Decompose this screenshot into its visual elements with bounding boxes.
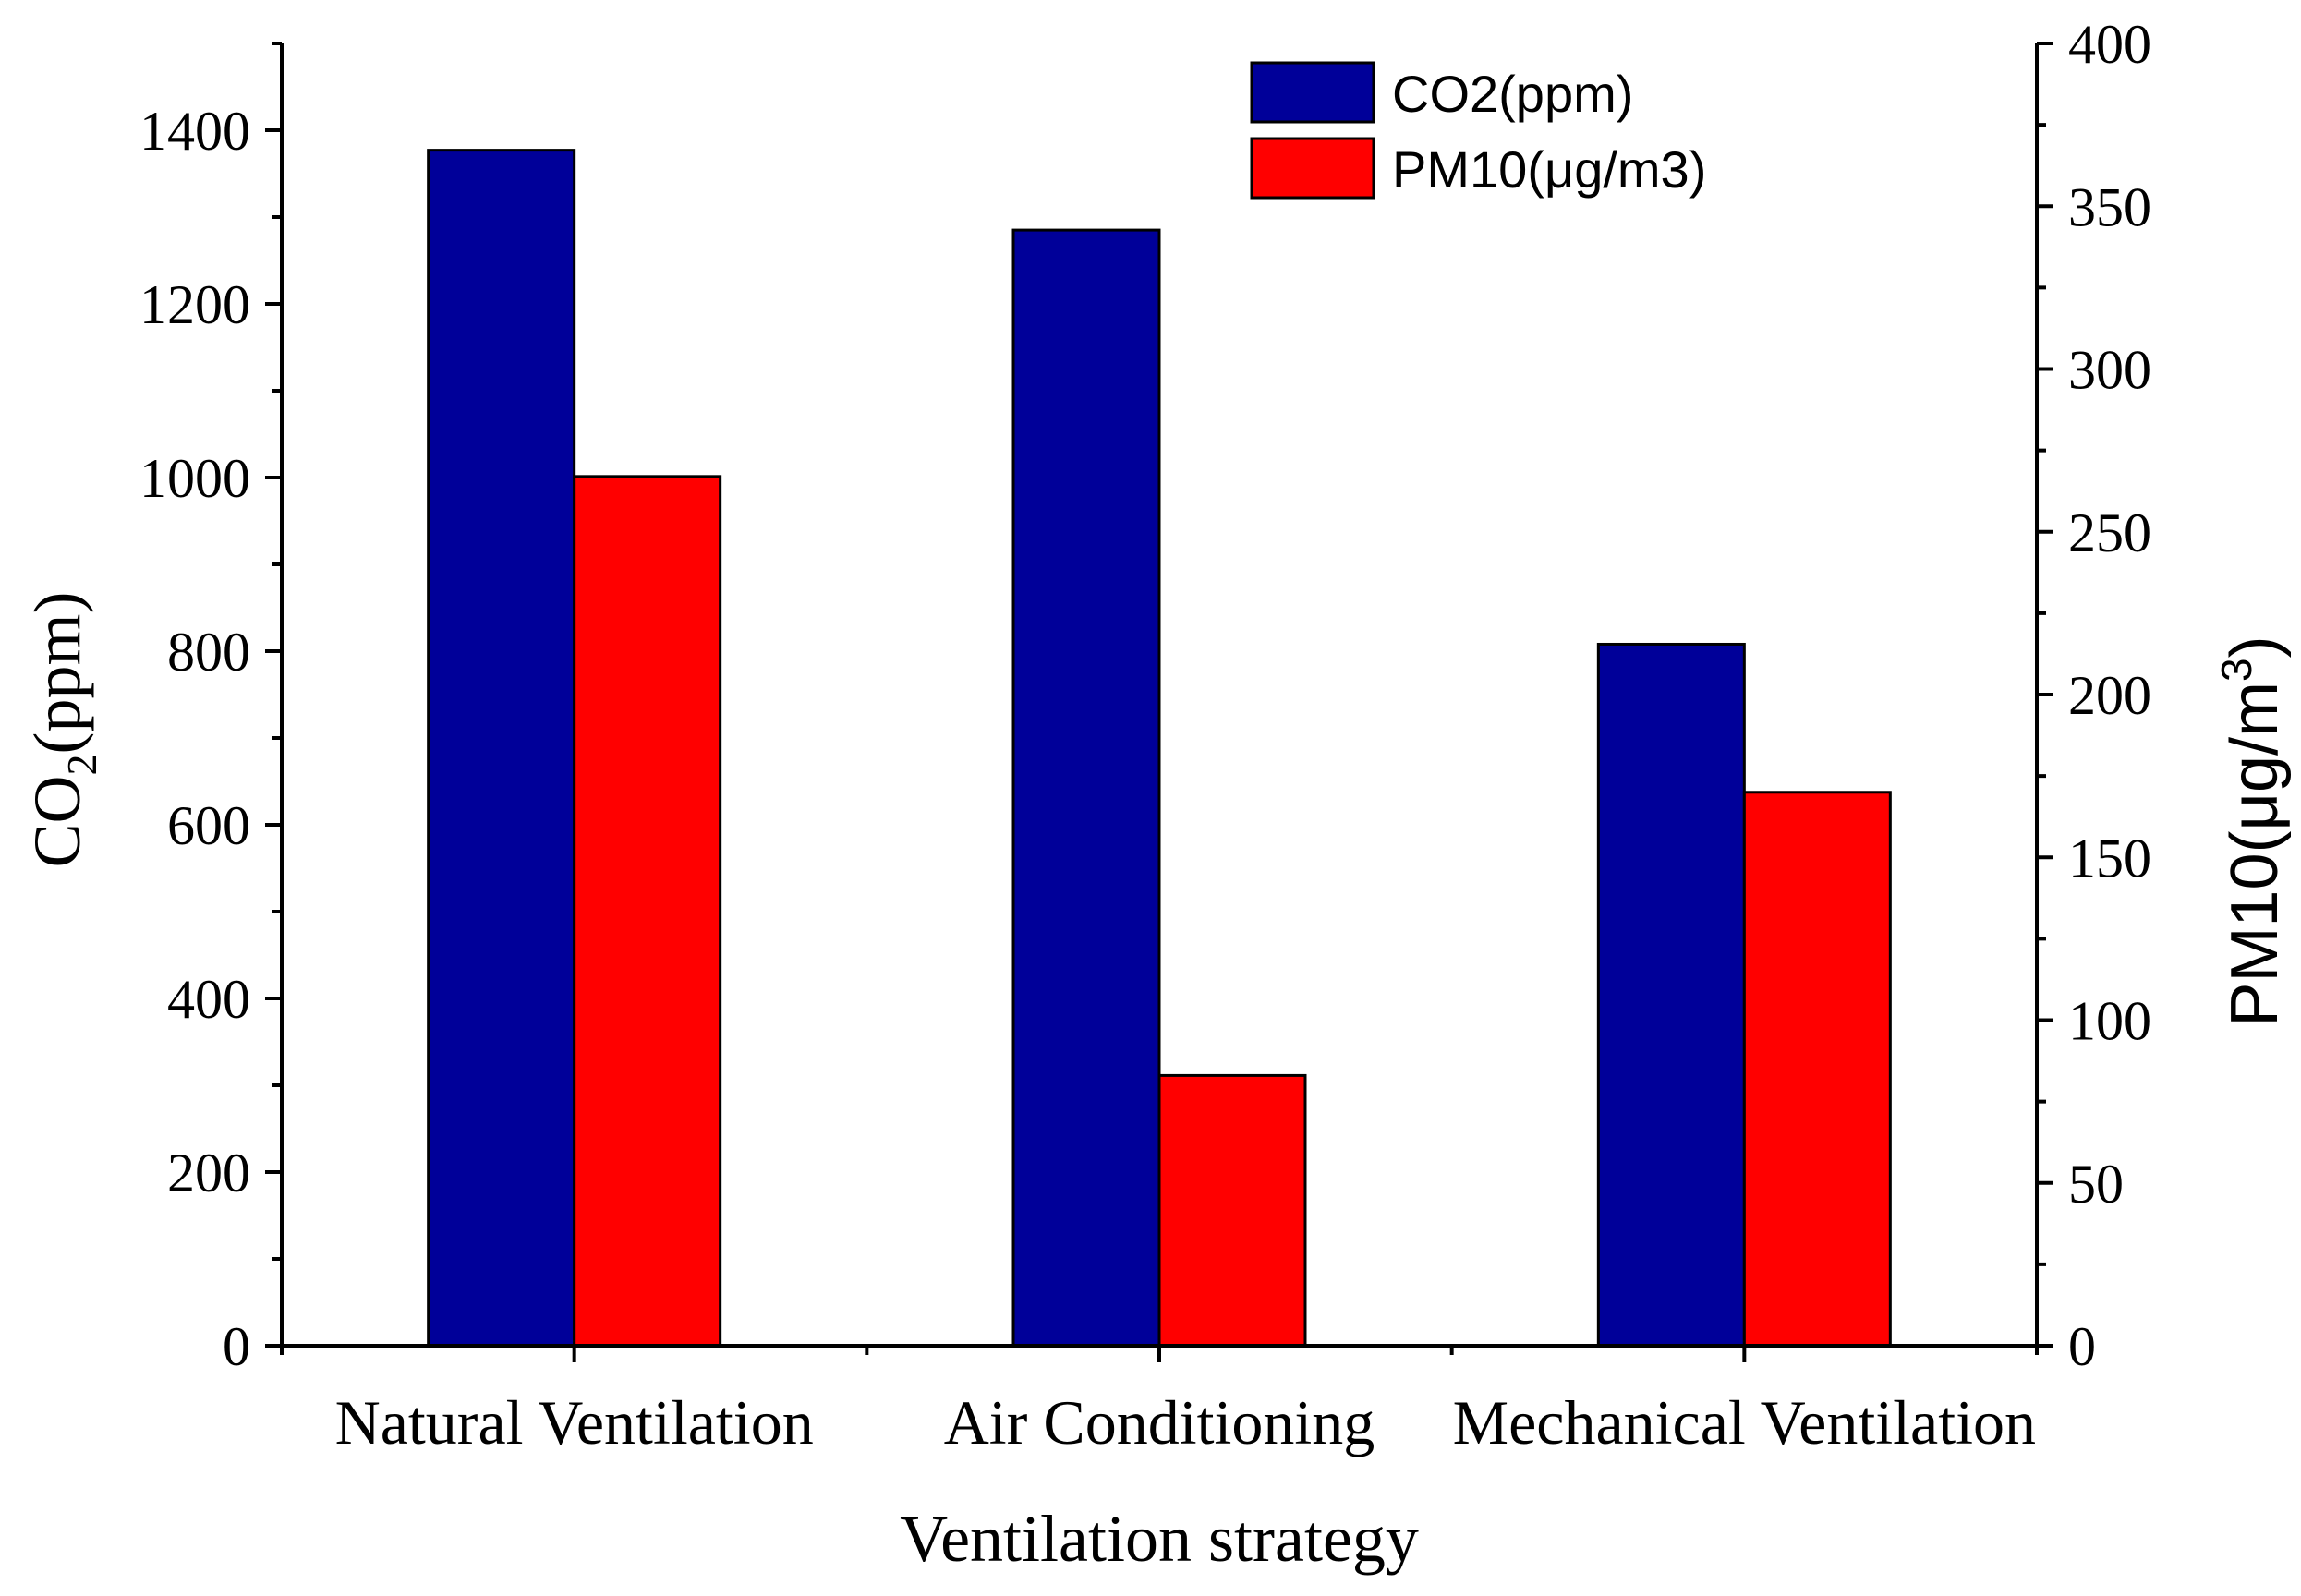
ticks-group: 0 200 400 600 800 1000 1200 1400 0 50 100 150 200 250… [139, 14, 2151, 1457]
x-category-label: Natural Ventilation [335, 1387, 814, 1457]
y-right-tick-label: 200 [2068, 665, 2151, 726]
y-left-tick-label: 1000 [139, 448, 250, 509]
legend-swatch-pm10 [1250, 137, 1375, 200]
y-axis-left-title-main: CO [20, 775, 94, 867]
bar-pm10-1 [1157, 1073, 1307, 1348]
y-axis-right-title-main: PM10(μg/m [2218, 682, 2292, 1027]
bar-pm10-0 [573, 475, 722, 1348]
y-axis-left-title-subscript: 2 [58, 754, 105, 775]
x-category-label: Air Conditioning [944, 1387, 1375, 1457]
y-right-tick-label: 250 [2068, 502, 2151, 563]
legend-swatch-co2 [1250, 61, 1375, 124]
bar-pm10-2 [1742, 791, 1892, 1348]
y-left-tick-label: 800 [167, 622, 250, 683]
bars-group [427, 149, 1892, 1348]
y-axis-right-title: PM10(μg/m3) [2212, 635, 2292, 1026]
legend-label-co2: CO2(ppm) [1392, 65, 1633, 123]
y-right-tick-label: 100 [2068, 991, 2151, 1052]
x-category-label: Mechanical Ventilation [1453, 1387, 2036, 1457]
y-axis-left-title: CO2(ppm) [20, 592, 105, 868]
y-right-tick-label: 350 [2068, 176, 2151, 237]
bar-co2-0 [427, 149, 576, 1348]
bar-co2-2 [1596, 642, 1746, 1348]
y-left-tick-label: 1400 [139, 101, 250, 162]
y-axis-right-title-tail: ) [2218, 635, 2292, 658]
y-right-tick-label: 150 [2068, 828, 2151, 889]
y-left-tick-label: 200 [167, 1143, 250, 1203]
y-right-tick-label: 0 [2068, 1316, 2096, 1377]
legend-label-pm10: PM10(μg/m3) [1392, 140, 1706, 199]
y-right-tick-label: 400 [2068, 14, 2151, 75]
bar-co2-1 [1011, 228, 1161, 1348]
legend: CO2(ppm) PM10(μg/m3) [1250, 61, 1706, 200]
y-left-tick-label: 1200 [139, 274, 250, 335]
x-axis-title: Ventilation strategy [900, 1502, 1419, 1576]
y-left-tick-label: 400 [167, 969, 250, 1030]
y-right-tick-label: 50 [2068, 1154, 2124, 1215]
y-axis-left-title-tail: (ppm) [20, 592, 94, 755]
y-axis-right-title-superscript: 3 [2212, 658, 2260, 682]
y-left-tick-label: 0 [223, 1316, 250, 1377]
y-right-tick-label: 300 [2068, 340, 2151, 401]
y-left-tick-label: 600 [167, 795, 250, 856]
